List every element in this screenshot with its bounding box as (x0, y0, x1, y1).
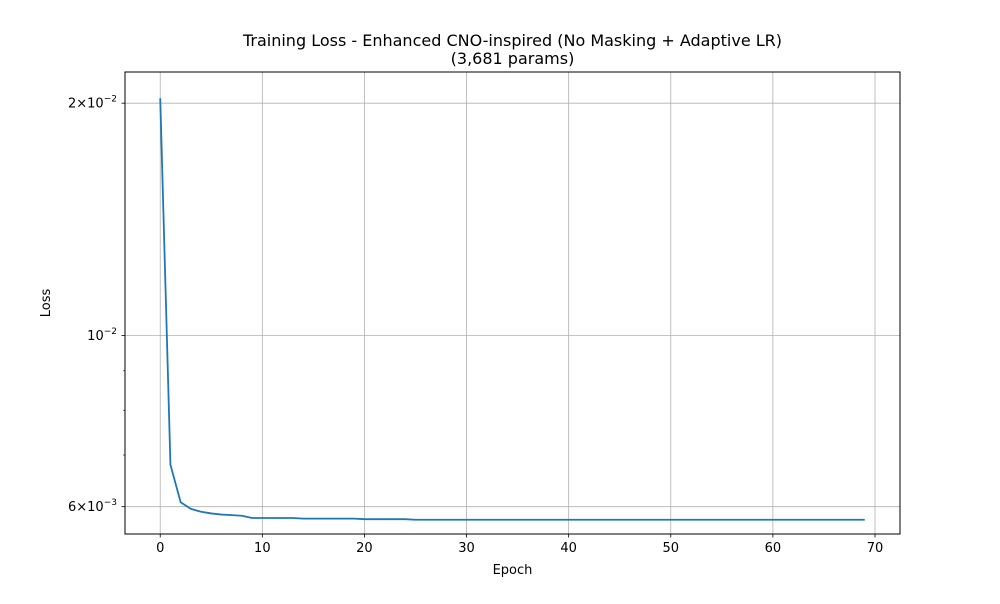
x-tick-label: 40 (560, 541, 577, 556)
series-layer (159, 98, 865, 521)
axis-ticks: 0 10 20 30 40 50 60 70 6×10−3 10−2 2×10−2 (68, 95, 883, 556)
x-tick-label: 30 (458, 541, 475, 556)
x-tick-label: 70 (867, 541, 884, 556)
x-tick-label: 0 (156, 541, 164, 556)
y-axis-label: Loss (39, 289, 54, 318)
x-tick-label: 20 (356, 541, 373, 556)
y-tick-label: 6×10−3 (68, 498, 117, 515)
grid (125, 72, 900, 534)
y-tick-label: 10−2 (87, 327, 117, 344)
x-axis-label: Epoch (493, 563, 533, 578)
chart-subtitle: (3,681 params) (451, 49, 575, 68)
chart-title: Training Loss - Enhanced CNO-inspired (N… (242, 31, 782, 50)
loss-series-line (159, 98, 865, 521)
x-tick-label: 10 (254, 541, 271, 556)
x-tick-label: 60 (765, 541, 782, 556)
y-tick-label: 2×10−2 (68, 95, 117, 112)
plot-frame (124, 71, 901, 535)
x-tick-label: 50 (662, 541, 679, 556)
